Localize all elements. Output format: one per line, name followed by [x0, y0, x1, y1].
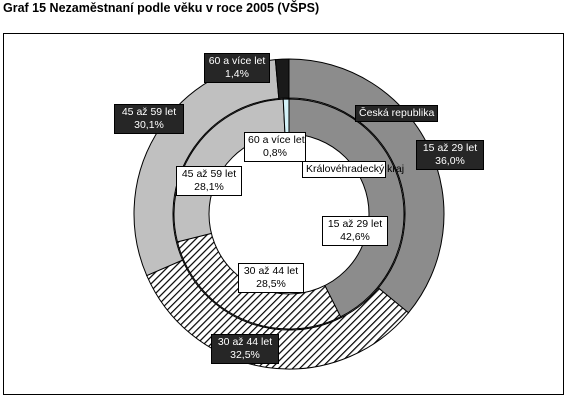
- label-outer-45-59: 45 až 59 let 30,1%: [114, 104, 184, 134]
- label-outer-15-29: 15 až 29 let 36,0%: [416, 140, 484, 170]
- outer-slice-60plus: [274, 58, 290, 99]
- label-inner-60plus: 60 a více let 0,8%: [244, 132, 306, 162]
- chart-title: Graf 15 Nezaměstnaní podle věku v roce 2…: [3, 1, 320, 15]
- chart-frame: 60 a více let 1,4% 45 až 59 let 30,1% 15 a…: [3, 33, 564, 395]
- label-inner-15-29: 15 až 29 let 42,6%: [322, 216, 388, 246]
- ring-label-kraj: Královéhradecký kraj: [302, 161, 404, 178]
- ring-label-cr: Česká republika: [355, 105, 439, 122]
- label-inner-45-59: 45 až 59 let 28,1%: [176, 166, 242, 196]
- label-inner-30-44: 30 až 44 let 28,5%: [238, 263, 304, 293]
- donut-chart: [133, 58, 445, 370]
- label-outer-60plus: 60 a více let 1,4%: [204, 53, 270, 83]
- label-outer-30-44: 30 až 44 let 32,5%: [211, 334, 279, 364]
